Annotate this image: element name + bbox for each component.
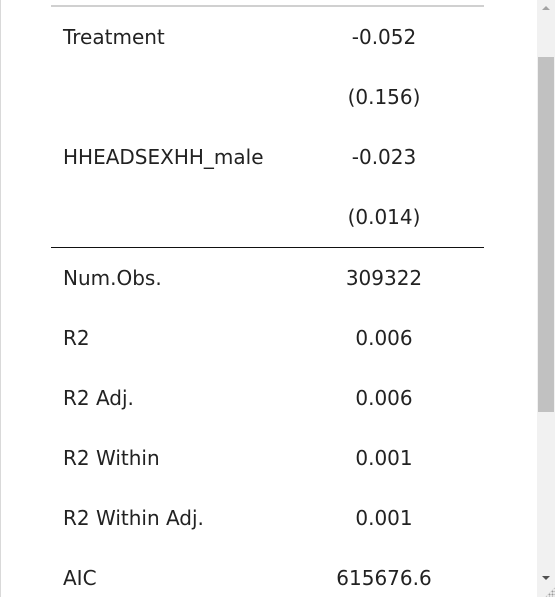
row-label: [51, 187, 284, 248]
row-value: (0.156): [347, 85, 421, 109]
regression-results-table: Treatment -0.052 (0.156) HHEADSEXHH_male…: [51, 5, 484, 597]
row-label: R2 Within Adj.: [63, 506, 204, 530]
row-value: 0.001: [355, 506, 413, 530]
row-label: R2 Adj.: [63, 386, 134, 410]
arrow-up-icon[interactable]: [537, 0, 555, 17]
scrollbar-thumb[interactable]: [538, 57, 554, 412]
row-label: AIC: [63, 566, 97, 590]
table-row-num-obs: Num.Obs. 309322: [51, 247, 484, 308]
vertical-scrollbar[interactable]: [537, 0, 555, 597]
resize-grip-icon[interactable]: [545, 587, 555, 597]
row-label: R2 Within: [63, 446, 160, 470]
row-value: 0.001: [355, 446, 413, 470]
table-row-hheadsex-se: (0.014): [51, 187, 484, 248]
row-label: HHEADSEXHH_male: [63, 145, 264, 169]
table-row-aic: AIC 615676.6: [51, 548, 484, 597]
panel-border: [0, 0, 1, 597]
arrow-down-icon[interactable]: [537, 570, 555, 587]
table-row-treatment-se: (0.156): [51, 67, 484, 127]
table-row-treatment: Treatment -0.052: [51, 5, 484, 67]
row-label: [51, 67, 284, 127]
table-row-r2-adj: R2 Adj. 0.006: [51, 368, 484, 428]
regression-table-view: Treatment -0.052 (0.156) HHEADSEXHH_male…: [0, 0, 484, 597]
row-label: Num.Obs.: [51, 247, 284, 308]
table-row-hheadsex: HHEADSEXHH_male -0.023: [51, 127, 484, 187]
table-row-r2: R2 0.006: [51, 308, 484, 368]
row-label: Treatment: [51, 5, 284, 67]
row-value: -0.023: [351, 145, 417, 169]
row-value: 0.006: [355, 326, 413, 350]
row-value: -0.052: [284, 5, 484, 67]
table-row-r2-within-adj: R2 Within Adj. 0.001: [51, 488, 484, 548]
row-value: 309322: [284, 247, 484, 308]
table-row-r2-within: R2 Within 0.001: [51, 428, 484, 488]
row-label: R2: [63, 326, 90, 350]
row-value: 615676.6: [336, 566, 432, 590]
row-value: 0.006: [355, 386, 413, 410]
row-value: (0.014): [347, 205, 421, 229]
